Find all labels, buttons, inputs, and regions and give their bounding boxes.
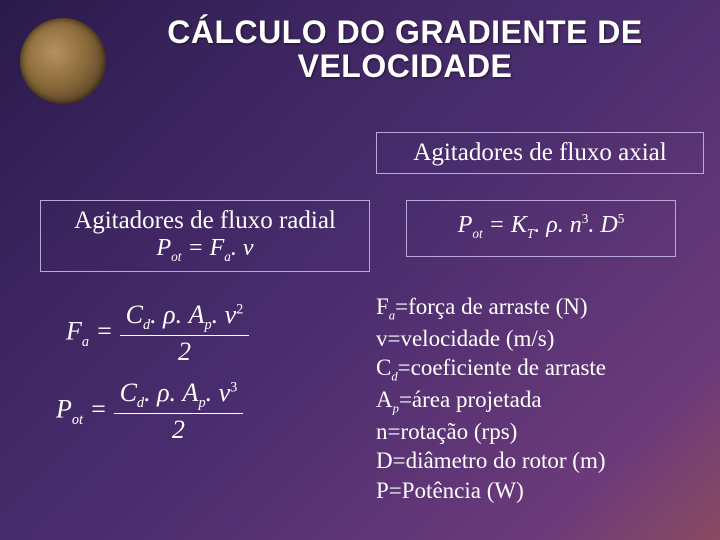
fa-fraction: Cd. ρ. Ap. v22 [120, 300, 250, 367]
legend-fa: Fa=força de arraste (N) [376, 292, 708, 324]
legend: Fa=força de arraste (N) v=velocidade (m/… [376, 292, 708, 505]
slide-title: CÁLCULO DO GRADIENTE DE VELOCIDADE [110, 16, 700, 83]
radial-main-eq: Pot = Fa. v [53, 235, 357, 265]
title-line2: VELOCIDADE [298, 48, 513, 84]
axial-eq-box: Pot = KT. ρ. n3. D5 [406, 200, 676, 257]
axial-label-box: Agitadores de fluxo axial [376, 132, 704, 174]
helmet-decoration [20, 18, 106, 104]
legend-ap: Ap=área projetada [376, 385, 708, 417]
pot-equation: Pot = Cd. ρ. Ap. v32 [56, 378, 243, 445]
legend-cd: Cd=coeficiente de arraste [376, 353, 708, 385]
title-line1: CÁLCULO DO GRADIENTE DE [167, 14, 643, 50]
radial-label: Agitadores de fluxo radial [53, 207, 357, 235]
radial-label-box: Agitadores de fluxo radial Pot = Fa. v [40, 200, 370, 272]
legend-n: n=rotação (rps) [376, 417, 708, 446]
legend-d: D=diâmetro do rotor (m) [376, 446, 708, 475]
legend-v: v=velocidade (m/s) [376, 324, 708, 353]
legend-p: P=Potência (W) [376, 476, 708, 505]
axial-label: Agitadores de fluxo axial [413, 139, 666, 166]
fa-equation: Fa = Cd. ρ. Ap. v22 [66, 300, 249, 367]
axial-main-eq: Pot = KT. ρ. n3. D5 [415, 211, 667, 242]
pot-fraction: Cd. ρ. Ap. v32 [114, 378, 244, 445]
